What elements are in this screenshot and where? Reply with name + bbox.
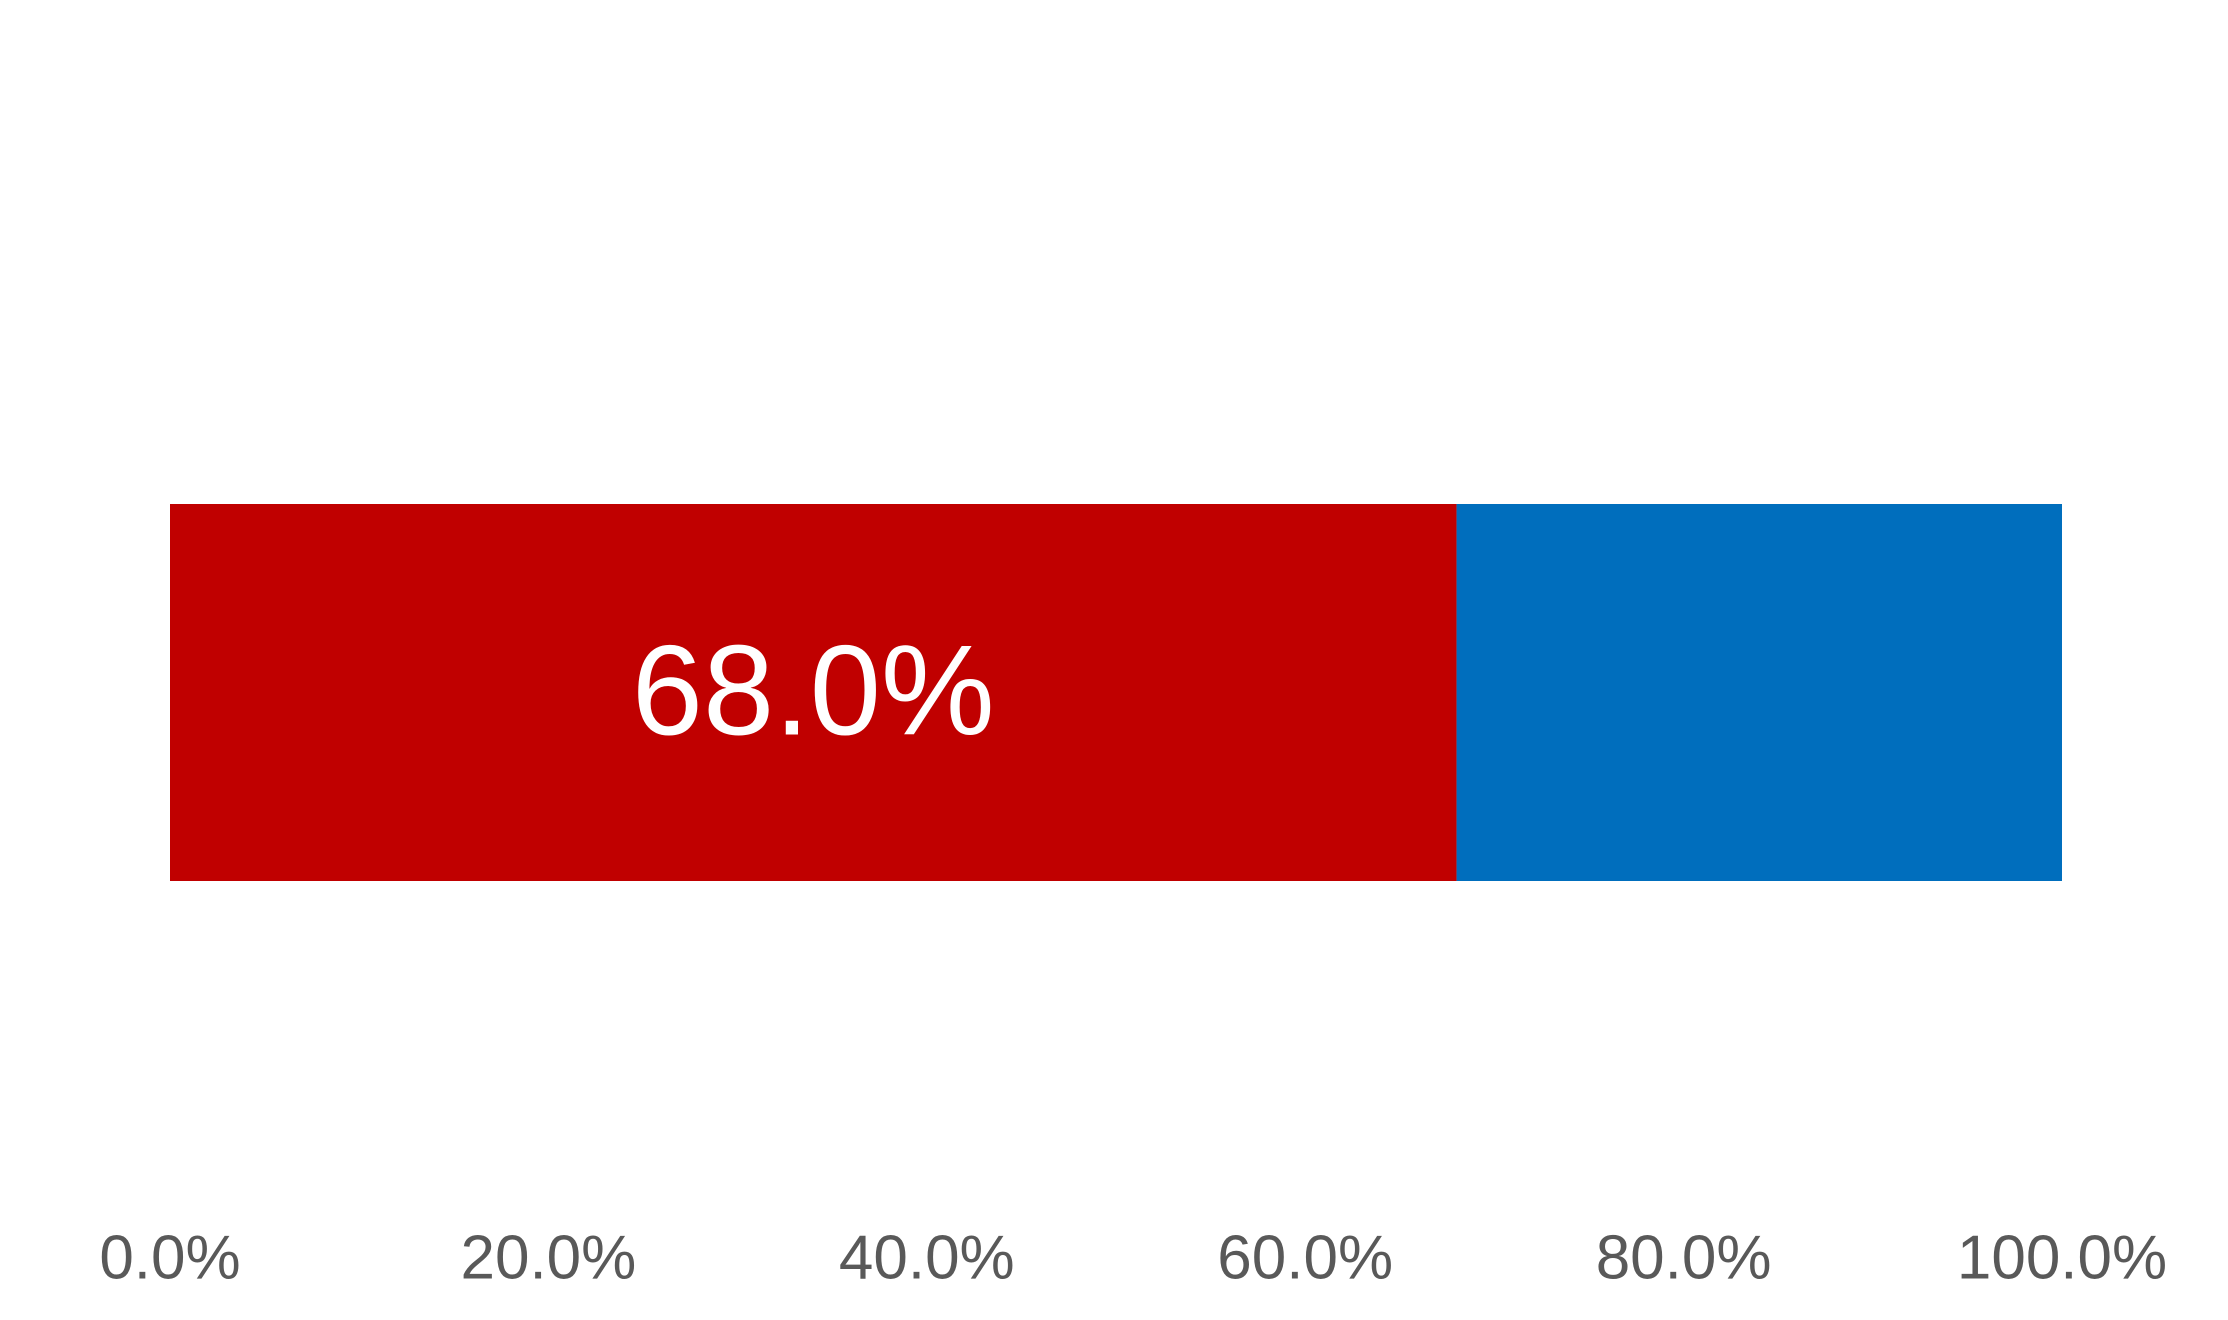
x-tick-label: 0.0% [99, 1223, 240, 1292]
x-tick-label: 100.0% [1957, 1223, 2167, 1292]
data-label: 68.0% [632, 619, 995, 762]
bar-segment [170, 504, 1457, 881]
x-tick-label: 60.0% [1217, 1223, 1393, 1292]
x-tick-label: 80.0% [1596, 1223, 1772, 1292]
x-tick-label: 20.0% [460, 1223, 636, 1292]
bar-segment [1456, 504, 2062, 881]
x-tick-label: 40.0% [839, 1223, 1015, 1292]
